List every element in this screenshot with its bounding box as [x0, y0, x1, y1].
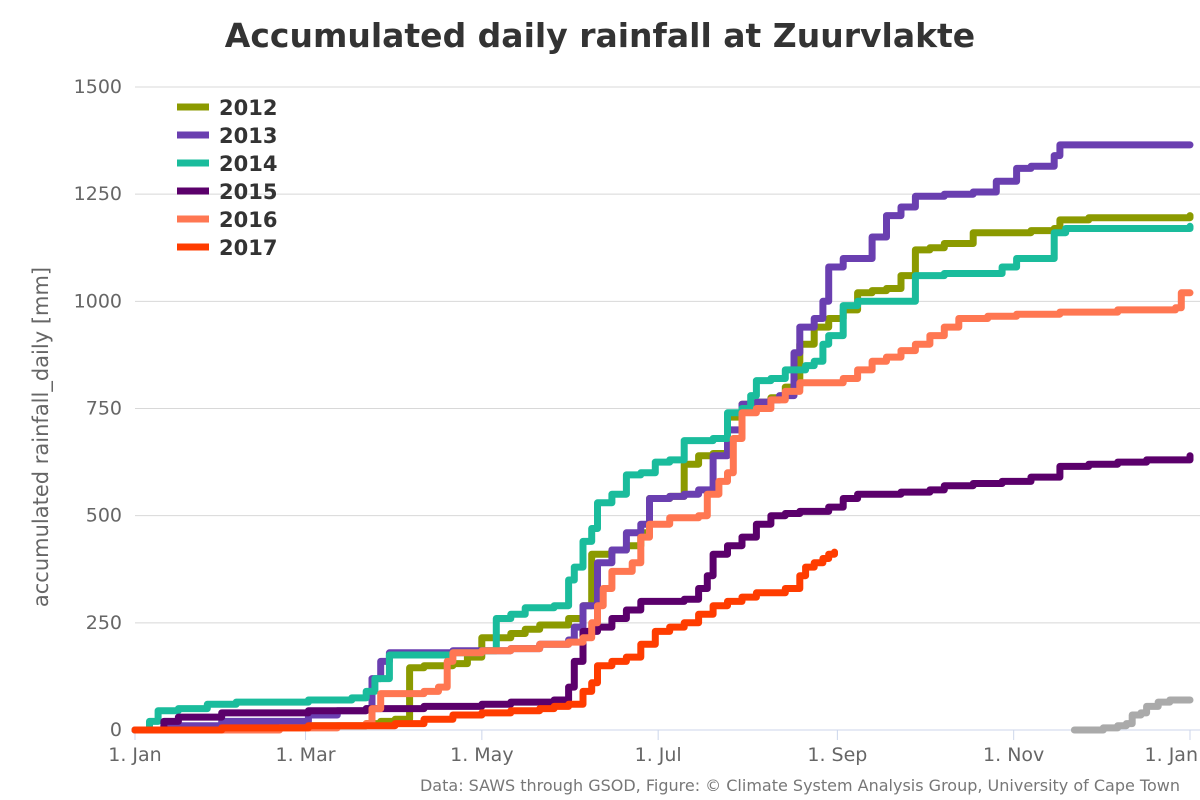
- legend: 2012 2013 2014 2015 2016 2017: [177, 96, 277, 260]
- legend-label-2014[interactable]: 2014: [219, 152, 277, 176]
- legend-label-2017[interactable]: 2017: [219, 236, 277, 260]
- series-lines: [131, 141, 1194, 734]
- y-tick-label: 500: [86, 505, 122, 527]
- x-tick-label: 1. Sep: [807, 744, 867, 766]
- y-tick-label: 1000: [74, 290, 122, 312]
- x-tick-label: 1. Jul: [635, 744, 682, 766]
- series-line-unlabeled: [1070, 696, 1194, 734]
- y-tick-label: 0: [110, 719, 122, 741]
- x-tick-label: 1. May: [450, 744, 513, 766]
- grid-lines: [135, 86, 1200, 624]
- legend-label-2015[interactable]: 2015: [219, 180, 277, 204]
- y-axis-ticks: 0 250 500 750 1000 1250 1500: [74, 76, 122, 741]
- series-line-2017: [131, 548, 838, 734]
- y-tick-label: 750: [86, 398, 122, 420]
- chart-title: Accumulated daily rainfall at Zuurvlakte: [225, 16, 975, 55]
- series-line-2015: [131, 452, 1194, 734]
- y-tick-label: 1250: [74, 183, 122, 205]
- series-line-2016: [131, 289, 1194, 734]
- series-line-2014: [131, 222, 1194, 734]
- series-line-2012: [131, 212, 1194, 734]
- x-tick-label: 1. Mar: [276, 744, 336, 766]
- x-tick-label: 1. Jan: [108, 744, 161, 766]
- x-axis: 1. Jan 1. Mar 1. May 1. Jul 1. Sep 1. Nov 1. J…: [108, 729, 1200, 766]
- legend-label-2012[interactable]: 2012: [219, 96, 277, 120]
- x-tick-label: 1. Jan: [1145, 744, 1198, 766]
- legend-label-2016[interactable]: 2016: [219, 208, 277, 232]
- y-axis-label: accumulated rainfall_daily [mm]: [29, 267, 54, 607]
- legend-label-2013[interactable]: 2013: [219, 124, 277, 148]
- y-tick-label: 250: [86, 612, 122, 634]
- credits-text: Data: SAWS through GSOD, Figure: © Clima…: [420, 776, 1180, 795]
- x-tick-label: 1. Nov: [983, 744, 1044, 766]
- y-tick-label: 1500: [74, 76, 122, 98]
